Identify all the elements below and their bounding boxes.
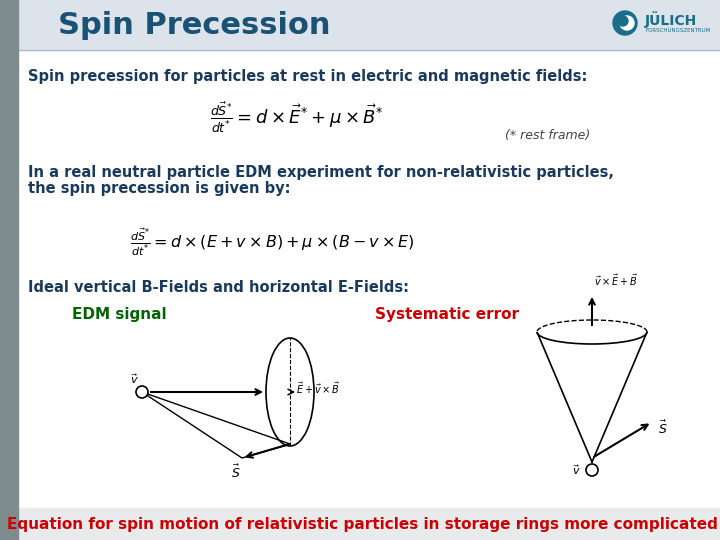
Text: $\vec{v}$: $\vec{v}$: [130, 372, 138, 386]
Circle shape: [586, 464, 598, 476]
Text: $\vec{E} + \vec{v} \times \vec{B}$: $\vec{E} + \vec{v} \times \vec{B}$: [296, 380, 340, 396]
Text: $\vec{v} \times \vec{E} + \vec{B}$: $\vec{v} \times \vec{E} + \vec{B}$: [594, 272, 638, 288]
Circle shape: [618, 16, 628, 26]
Circle shape: [613, 11, 637, 35]
Text: $\frac{d\vec{S}^{*}}{dt^{*}} = d \times \vec{E}^{*} + \mu \times \vec{B}^{*}$: $\frac{d\vec{S}^{*}}{dt^{*}} = d \times …: [210, 101, 383, 135]
Text: JÜLICH: JÜLICH: [645, 11, 697, 29]
Text: Equation for spin motion of relativistic particles in storage rings more complic: Equation for spin motion of relativistic…: [6, 516, 717, 531]
Text: EDM signal: EDM signal: [72, 307, 166, 322]
Text: $\frac{d\vec{S}^{*}}{dt^{*}} = d \times (E + v \times B) + \mu \times (B - v \ti: $\frac{d\vec{S}^{*}}{dt^{*}} = d \times …: [130, 226, 415, 258]
Text: Ideal vertical B-Fields and horizontal E-Fields:: Ideal vertical B-Fields and horizontal E…: [28, 280, 409, 294]
Text: In a real neutral particle EDM experiment for non-relativistic particles,: In a real neutral particle EDM experimen…: [28, 165, 614, 179]
Circle shape: [620, 16, 634, 30]
Text: Spin Precession: Spin Precession: [58, 10, 330, 39]
Bar: [0, 0, 18, 540]
Text: Systematic error: Systematic error: [375, 307, 519, 322]
Text: (* rest frame): (* rest frame): [505, 129, 590, 141]
Text: $\vec{S}$: $\vec{S}$: [231, 463, 240, 481]
Bar: [0, 508, 720, 540]
Bar: [0, 0, 720, 50]
Text: $\vec{v}$: $\vec{v}$: [572, 463, 580, 477]
Text: $\vec{S}$: $\vec{S}$: [658, 420, 667, 437]
Circle shape: [136, 386, 148, 398]
Text: the spin precession is given by:: the spin precession is given by:: [28, 180, 290, 195]
Text: FORSCHUNGSZENTRUM: FORSCHUNGSZENTRUM: [645, 29, 710, 33]
Text: Spin precession for particles at rest in electric and magnetic fields:: Spin precession for particles at rest in…: [28, 70, 588, 84]
